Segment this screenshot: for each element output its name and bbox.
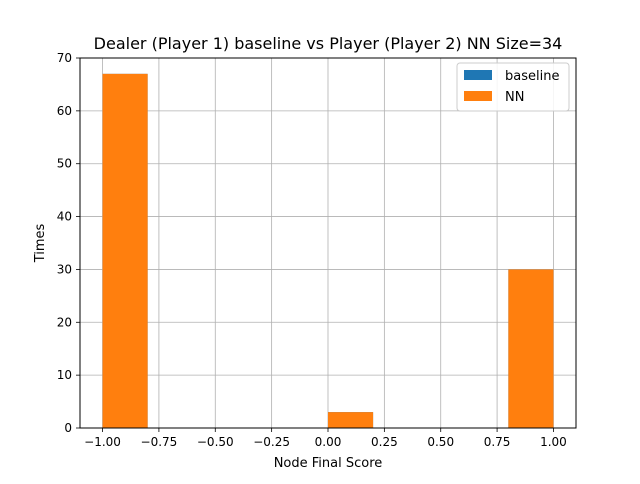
x-tick-label: 0.50 — [427, 435, 454, 449]
bar-nn-0 — [102, 73, 148, 428]
axis-ticks: −1.00 −0.75 −0.50 −0.25 0.00 0.25 0.50 0.75 1.00… — [57, 51, 567, 449]
legend: baseline NN — [456, 62, 570, 112]
histogram-bars — [102, 73, 554, 428]
x-tick-label: 0.00 — [315, 435, 342, 449]
x-tick-label: −0.75 — [141, 435, 178, 449]
y-tick-label: 70 — [57, 51, 72, 65]
y-tick-label: 50 — [57, 157, 72, 171]
y-axis-label: Times — [33, 223, 48, 263]
x-tick-label: −0.50 — [197, 435, 234, 449]
x-tick-label: 0.25 — [371, 435, 398, 449]
legend-label-baseline: baseline — [505, 69, 559, 84]
legend-swatch-baseline — [464, 70, 492, 80]
x-tick-label: −0.25 — [253, 435, 290, 449]
x-tick-label: −1.00 — [84, 435, 121, 449]
bar-nn-2 — [508, 269, 554, 428]
x-axis-label: Node Final Score — [274, 456, 383, 471]
x-tick-label: 0.75 — [484, 435, 511, 449]
legend-label-nn: NN — [505, 90, 524, 105]
y-tick-label: 30 — [57, 262, 72, 276]
y-tick-label: 40 — [57, 210, 72, 224]
x-tick-label: 1.00 — [540, 435, 567, 449]
legend-swatch-nn — [464, 91, 492, 101]
y-tick-label: 10 — [57, 368, 72, 382]
bar-nn-1 — [328, 412, 374, 428]
chart-title: Dealer (Player 1) baseline vs Player (Pl… — [94, 34, 563, 53]
y-tick-label: 0 — [64, 421, 72, 435]
y-tick-label: 20 — [57, 315, 72, 329]
y-tick-label: 60 — [57, 104, 72, 118]
